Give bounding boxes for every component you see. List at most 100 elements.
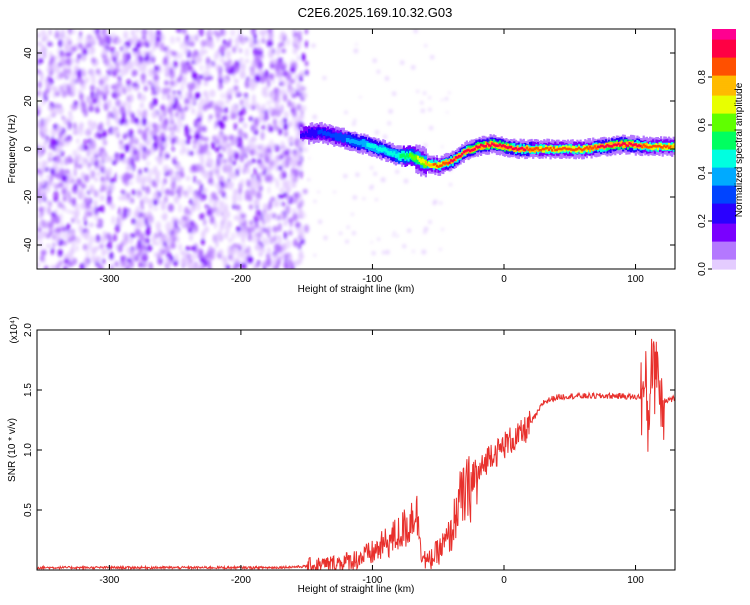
noise-dot [151, 110, 158, 119]
colorbar-cell [712, 119, 736, 122]
noise-dot [269, 64, 275, 69]
noise-dot [181, 219, 187, 226]
noise-dot [140, 244, 147, 251]
noise-dot [128, 250, 135, 258]
noise-dot [413, 29, 418, 34]
noise-dot [66, 58, 71, 64]
noise-dot [99, 90, 104, 96]
colorbar-cell [712, 263, 736, 266]
noise-dot [58, 39, 63, 48]
x-tick-label: 100 [627, 274, 644, 285]
noise-dot [131, 146, 136, 151]
colorbar-gradient [712, 29, 736, 270]
noise-dot [323, 235, 328, 240]
noise-dot [234, 37, 240, 45]
noise-dot [81, 67, 86, 77]
colorbar-cell [712, 113, 736, 116]
noise-dot [157, 125, 161, 134]
noise-dot [185, 139, 191, 145]
noise-dot [94, 189, 98, 198]
noise-dot [142, 109, 147, 118]
noise-dot [67, 121, 72, 130]
ridge-cell [559, 147, 562, 151]
noise-dot [280, 41, 284, 47]
noise-dot [145, 161, 151, 166]
noise-dot [49, 51, 53, 59]
noise-dot [298, 193, 303, 199]
ridge-cell [480, 145, 483, 150]
noise-dot [112, 106, 117, 114]
ridge-cell [465, 149, 468, 152]
noise-dot [73, 100, 79, 106]
noise-dot [87, 119, 93, 128]
noise-dot [154, 241, 161, 246]
noise-dot [280, 140, 285, 148]
noise-dot [222, 159, 228, 164]
noise-dot [86, 127, 90, 137]
ridge-cell [611, 145, 614, 148]
colorbar-cell [712, 55, 736, 58]
ridge-cell [440, 164, 443, 167]
noise-dot [129, 237, 133, 245]
noise-dot [259, 159, 263, 169]
ridge-cell [356, 140, 360, 145]
snr-series-line [37, 338, 675, 570]
noise-dot [254, 222, 259, 228]
noise-dot [223, 232, 229, 239]
noise-dot [136, 58, 140, 68]
noise-dot [163, 164, 170, 172]
noise-dot [38, 211, 42, 218]
noise-dot [420, 108, 425, 113]
noise-dot [252, 143, 258, 150]
noise-dot [149, 101, 155, 110]
noise-dot [86, 95, 91, 104]
noise-dot [37, 119, 40, 128]
noise-dot [239, 217, 245, 225]
colorbar-cell [712, 233, 736, 236]
noise-dot [282, 117, 288, 124]
noise-dot [153, 65, 160, 72]
noise-dot [260, 146, 267, 155]
colorbar-tick-label: 0.6 [697, 118, 708, 132]
noise-dot [110, 263, 114, 269]
ridge-cell [326, 131, 330, 136]
noise-dot [190, 205, 197, 212]
noise-dot [278, 42, 282, 49]
noise-dot [203, 254, 209, 262]
noise-dot [97, 220, 101, 228]
noise-dot [67, 260, 74, 268]
noise-dot [229, 171, 236, 179]
noise-dot [54, 108, 60, 115]
noise-dot [89, 171, 93, 180]
noise-dot [153, 206, 159, 212]
noise-dot [130, 197, 134, 204]
ridge-cell [533, 147, 536, 153]
noise-dot [162, 141, 168, 148]
ridge-cell [609, 145, 612, 148]
ridge-cell [644, 145, 647, 148]
noise-dot [296, 103, 302, 111]
ridge-cell [579, 147, 582, 153]
noise-dot [66, 177, 72, 185]
noise-dot [102, 48, 108, 56]
noise-dot [123, 207, 127, 216]
ridge-cell [502, 144, 505, 147]
noise-dot [353, 48, 359, 54]
noise-dot [162, 214, 168, 220]
ridge-cell [401, 153, 404, 158]
noise-dot [50, 264, 56, 269]
ridge-cell [521, 146, 524, 150]
colorbar-cell [712, 73, 736, 76]
noise-dot [257, 144, 262, 151]
ridge-cell [650, 145, 653, 149]
noise-dot [200, 97, 205, 105]
noise-dot [57, 144, 62, 153]
noise-dot [293, 260, 300, 266]
noise-dot [134, 228, 141, 237]
noise-dot [123, 172, 131, 179]
noise-dot [239, 251, 246, 259]
noise-dot [308, 157, 311, 160]
ridge-cell [517, 147, 521, 151]
colorbar-cell [712, 181, 736, 184]
